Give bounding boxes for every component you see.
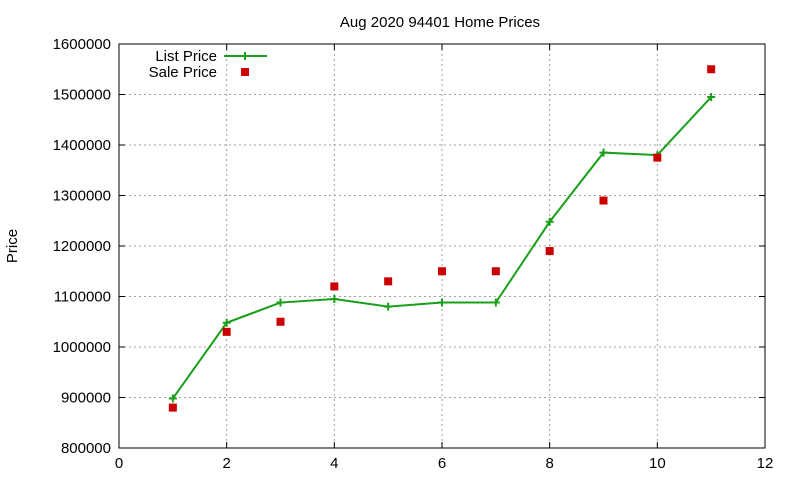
- y-axis-tick-labels: 800000 900000 1000000 1100000 1200000 1300000…: [53, 36, 111, 457]
- data-point: [384, 277, 393, 286]
- data-point: [653, 153, 662, 162]
- plot-frame: [118, 43, 766, 449]
- data-point: [491, 267, 500, 276]
- data-point: [707, 93, 716, 102]
- x-tick-label: 4: [330, 455, 338, 472]
- series: [168, 65, 716, 412]
- series-list-price: [168, 93, 716, 403]
- x-tick-label: 6: [438, 455, 446, 472]
- x-tick-label: 0: [115, 455, 123, 472]
- x-tick-label: 2: [222, 455, 230, 472]
- data-point: [545, 217, 554, 226]
- y-tick-label: 1400000: [53, 137, 111, 154]
- data-point: [276, 298, 285, 307]
- data-point: [384, 302, 393, 311]
- data-point: [438, 267, 446, 276]
- x-tick-label: 10: [649, 455, 666, 472]
- legend-swatch-marker: [241, 68, 249, 76]
- data-point: [222, 318, 231, 327]
- list-price-line: [172, 96, 712, 400]
- data-point: [491, 298, 500, 307]
- data-point: [222, 327, 231, 336]
- chart-title: Aug 2020 94401 Home Prices: [340, 14, 540, 31]
- y-tick-label: 1100000: [54, 289, 111, 306]
- data-point: [330, 282, 339, 291]
- data-point: [599, 148, 608, 157]
- y-tick-label: 1500000: [53, 87, 111, 104]
- y-tick-label: 1600000: [53, 36, 111, 53]
- y-tick-label: 1000000: [53, 339, 111, 356]
- series-sale-price: [168, 65, 716, 412]
- y-tick-label: 900000: [61, 390, 111, 407]
- data-point: [438, 298, 446, 307]
- data-point: [330, 295, 339, 304]
- legend-label: List Price: [155, 48, 217, 65]
- x-axis-tick-labels: 0 2 4 6 8 10 12: [115, 455, 774, 472]
- y-tick-label: 1300000: [53, 188, 111, 205]
- legend-swatch-marker: [241, 52, 249, 60]
- y-tick-label: 800000: [61, 440, 111, 457]
- y-tick-label: 1200000: [53, 238, 111, 255]
- grid: [119, 44, 765, 448]
- x-tick-label: 8: [545, 455, 553, 472]
- y-axis-label: Price: [4, 229, 21, 263]
- x-tick-label: 12: [757, 455, 774, 472]
- legend-label: Sale Price: [149, 64, 217, 81]
- data-point: [545, 247, 554, 256]
- data-point: [168, 394, 177, 403]
- data-point: [707, 65, 716, 74]
- data-point: [168, 403, 177, 412]
- data-point: [276, 317, 285, 326]
- data-point: [599, 196, 608, 205]
